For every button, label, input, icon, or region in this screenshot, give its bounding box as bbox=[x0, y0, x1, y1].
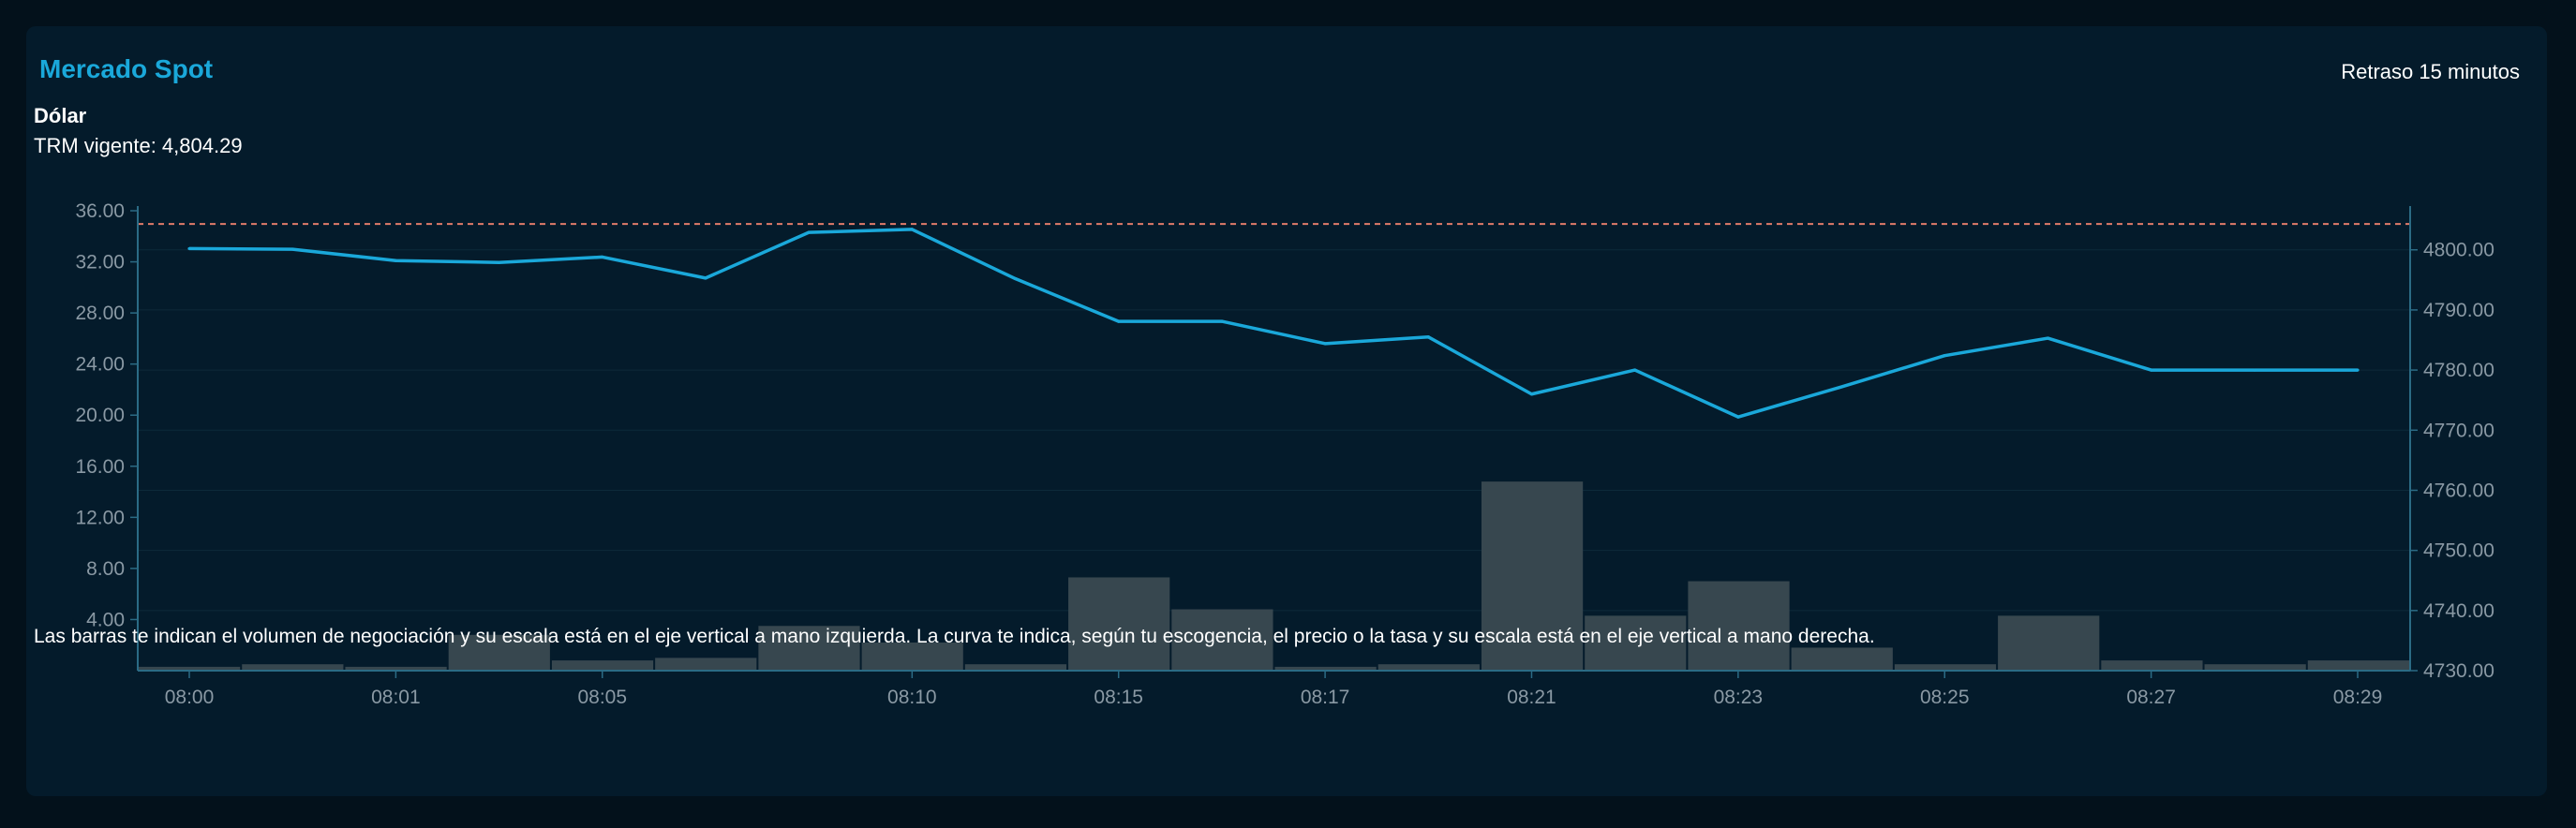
right-tick-label-3: 4760.00 bbox=[2423, 480, 2494, 501]
right-tick-label-2: 4750.00 bbox=[2423, 540, 2494, 562]
x-axis-ticks: 08:00 08:01 08:05 08:10 08:15 08:17 08:21 08:23… bbox=[165, 671, 2383, 708]
volume-bar-2 bbox=[345, 666, 447, 671]
left-tick-label-0: 4.00 bbox=[86, 609, 125, 630]
left-tick-label-2: 12.00 bbox=[75, 507, 125, 528]
delay-notice: Retraso 15 minutos bbox=[2341, 60, 2520, 83]
volume-bar-13 bbox=[1481, 481, 1584, 671]
price-point-8 bbox=[1013, 276, 1018, 281]
volume-bar-6 bbox=[758, 626, 860, 671]
x-tick-label-7: 08:23 bbox=[1714, 687, 1764, 708]
trm-value: TRM vigente: 4,804.29 bbox=[34, 134, 243, 157]
price-point-4 bbox=[601, 255, 604, 259]
x-tick-label-10: 08:29 bbox=[2333, 687, 2383, 708]
x-tick-label-2: 08:05 bbox=[577, 687, 627, 708]
left-tick-label-7: 32.00 bbox=[75, 252, 125, 274]
right-tick-label-6: 4790.00 bbox=[2423, 300, 2494, 321]
price-point-0 bbox=[187, 246, 191, 251]
volume-bar-7 bbox=[861, 642, 963, 671]
volume-bar-3 bbox=[448, 634, 550, 671]
price-point-2 bbox=[394, 259, 397, 262]
asset-label: Dólar bbox=[34, 104, 87, 127]
right-tick-label-5: 4780.00 bbox=[2423, 360, 2494, 381]
x-tick-label-0: 08:00 bbox=[165, 687, 215, 708]
grid-lines bbox=[138, 249, 2410, 672]
price-point-15 bbox=[1736, 415, 1740, 419]
volume-bar-17 bbox=[1894, 664, 1997, 671]
price-point-16 bbox=[1839, 385, 1843, 389]
price-point-10 bbox=[1220, 319, 1224, 323]
x-tick-label-6: 08:21 bbox=[1507, 687, 1556, 708]
left-tick-label-3: 16.00 bbox=[75, 456, 125, 478]
price-point-6 bbox=[807, 230, 811, 234]
volume-bar-11 bbox=[1274, 666, 1377, 671]
volume-bar-8 bbox=[964, 664, 1067, 671]
price-point-21 bbox=[2356, 368, 2360, 372]
price-point-14 bbox=[1633, 368, 1637, 372]
price-point-9 bbox=[1117, 319, 1121, 323]
price-point-5 bbox=[704, 276, 707, 280]
volume-bar-15 bbox=[1688, 581, 1790, 671]
volume-bar-14 bbox=[1585, 615, 1687, 671]
chart-axes bbox=[137, 206, 2411, 672]
left-axis-ticks: 4.00 8.00 12.00 16.00 20.00 24.00 28.00 32.00 36… bbox=[75, 200, 138, 630]
right-tick-label-1: 4740.00 bbox=[2423, 600, 2494, 622]
volume-bar-5 bbox=[655, 658, 757, 671]
price-point-3 bbox=[497, 260, 501, 264]
price-point-18 bbox=[2046, 336, 2050, 340]
right-tick-label-4: 4770.00 bbox=[2423, 420, 2494, 441]
page-title: Mercado Spot bbox=[39, 54, 214, 83]
volume-bar-19 bbox=[2101, 660, 2203, 671]
price-line bbox=[188, 228, 2358, 419]
x-tick-label-4: 08:15 bbox=[1094, 687, 1143, 708]
volume-bar-0 bbox=[139, 666, 241, 671]
volume-bar-9 bbox=[1068, 577, 1170, 671]
price-point-12 bbox=[1426, 335, 1430, 339]
volume-bar-12 bbox=[1377, 664, 1480, 671]
right-axis-ticks: 4730.00 4740.00 4750.00 4760.00 4770.00 4780.… bbox=[2410, 240, 2494, 682]
left-tick-label-5: 24.00 bbox=[75, 354, 125, 376]
x-tick-label-8: 08:25 bbox=[1920, 687, 1970, 708]
x-tick-label-1: 08:01 bbox=[371, 687, 421, 708]
price-point-17 bbox=[1943, 354, 1946, 358]
volume-bars bbox=[139, 481, 2409, 671]
price-points bbox=[187, 228, 2360, 419]
x-tick-label-5: 08:17 bbox=[1301, 687, 1350, 708]
left-tick-label-4: 20.00 bbox=[75, 405, 125, 426]
right-tick-label-0: 4730.00 bbox=[2423, 660, 2494, 682]
price-point-7 bbox=[910, 228, 914, 231]
right-tick-label-7: 4800.00 bbox=[2423, 240, 2494, 261]
left-tick-label-8: 36.00 bbox=[75, 200, 125, 222]
price-point-11 bbox=[1323, 342, 1327, 346]
price-point-19 bbox=[2150, 368, 2153, 372]
left-tick-label-6: 28.00 bbox=[75, 303, 125, 324]
price-point-13 bbox=[1529, 392, 1534, 396]
volume-bar-10 bbox=[1171, 609, 1273, 671]
volume-bar-21 bbox=[2307, 660, 2409, 671]
volume-bar-1 bbox=[242, 664, 344, 671]
volume-bar-16 bbox=[1791, 647, 1893, 671]
chart-explanation: Las barras te indican el volumen de nego… bbox=[34, 626, 1875, 647]
price-point-1 bbox=[290, 247, 294, 251]
left-tick-label-1: 8.00 bbox=[86, 558, 125, 580]
volume-bar-4 bbox=[551, 660, 654, 671]
x-tick-label-3: 08:10 bbox=[887, 687, 937, 708]
x-tick-label-9: 08:27 bbox=[2126, 687, 2176, 708]
volume-bar-18 bbox=[1998, 615, 2100, 671]
volume-bar-20 bbox=[2204, 664, 2306, 671]
price-point-20 bbox=[2253, 368, 2256, 372]
